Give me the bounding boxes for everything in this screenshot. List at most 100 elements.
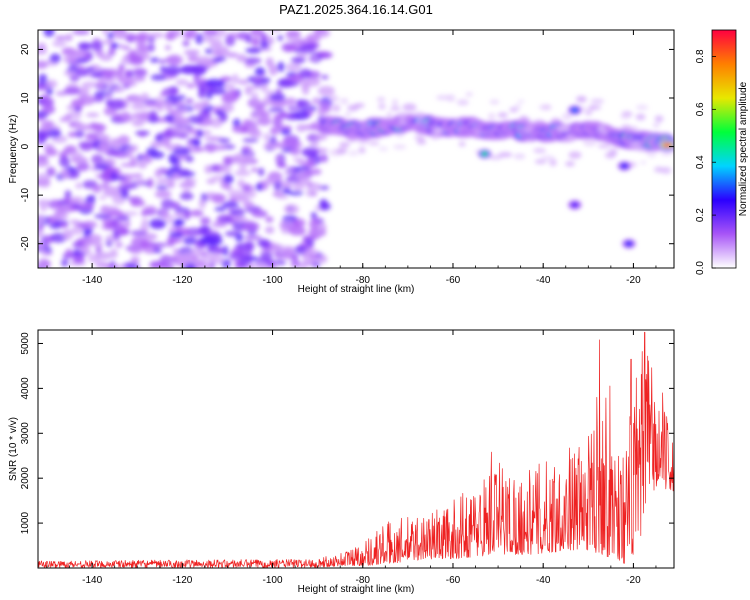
noise-cell [61, 47, 76, 56]
noise-cell [72, 241, 84, 248]
spectrogram-y-label: Frequency (Hz) [8, 115, 19, 184]
spectrogram-y-ticks: -20 -10 0 10 20 [20, 43, 674, 251]
halo-cell [640, 160, 647, 165]
noise-cell [138, 131, 146, 138]
halo-cell [534, 159, 547, 165]
noise-cell [250, 100, 264, 107]
snr-y-ticks: 1000 2000 3000 4000 5000 [20, 332, 674, 534]
noise-cell [49, 53, 61, 63]
halo-cell [397, 118, 408, 126]
noise-cell [212, 193, 226, 204]
noise-cell [154, 168, 163, 179]
noise-cell [172, 146, 191, 156]
noise-cell [58, 205, 76, 213]
noise-cell [158, 59, 167, 64]
x-tick-label: -60 [446, 275, 461, 286]
noise-cell [124, 221, 131, 227]
noise-cell [124, 69, 132, 78]
noise-cell [141, 218, 149, 225]
noise-cell [283, 170, 293, 175]
noise-cell [249, 111, 261, 120]
noise-cell [150, 74, 167, 81]
noise-cell [163, 65, 182, 76]
noise-cell [134, 178, 148, 186]
noise-cell [211, 50, 223, 57]
noise-cell [161, 198, 175, 210]
noise-cell [94, 164, 108, 170]
noise-cell [256, 116, 272, 126]
noise-cell [236, 248, 253, 258]
halo-cell [533, 147, 547, 154]
noise-cell [218, 138, 231, 144]
noise-cell [175, 78, 189, 86]
colorbar-tick-label: 0.0 [695, 261, 706, 275]
noise-cell [114, 216, 131, 221]
noise-cell [269, 243, 284, 251]
noise-cell [38, 49, 48, 55]
halo-cell [527, 135, 535, 143]
noise-cell [118, 63, 125, 72]
noise-cell [272, 116, 283, 128]
noise-cell [78, 202, 95, 211]
noise-cell [77, 42, 93, 49]
noise-cell [75, 182, 83, 189]
noise-cell [172, 248, 180, 254]
noise-cell [237, 79, 249, 85]
halo-cell [597, 125, 606, 133]
noise-cell [301, 84, 310, 95]
noise-cell [45, 79, 58, 89]
noise-cell [43, 30, 55, 37]
noise-cell [153, 247, 163, 254]
snr-series-line [38, 331, 674, 568]
y-tick-label: 2000 [20, 467, 31, 490]
noise-cell [246, 127, 261, 135]
noise-cell [87, 194, 96, 200]
noise-cell [168, 231, 184, 238]
noise-cell [54, 35, 68, 41]
halo-cell [415, 116, 425, 125]
noise-cell [129, 55, 145, 66]
noise-cell [204, 232, 223, 242]
halo-cell [514, 103, 521, 111]
noise-cell [63, 87, 81, 95]
noise-cell [242, 222, 260, 232]
noise-cell [93, 95, 104, 103]
halo-cell [465, 92, 473, 97]
noise-cell [276, 61, 285, 73]
noise-cell [162, 139, 171, 147]
noise-cell [259, 251, 273, 263]
noise-cell [107, 99, 126, 110]
y-tick-label: -20 [20, 236, 31, 251]
noise-cell [159, 92, 168, 97]
noise-cell [38, 173, 50, 182]
noise-cell [38, 133, 47, 144]
noise-cell [95, 251, 112, 261]
noise-cell [195, 260, 206, 267]
noise-cell [285, 76, 298, 81]
noise-cell [284, 45, 300, 51]
noise-cell [149, 110, 158, 120]
noise-cell [141, 52, 151, 60]
noise-cell [259, 77, 271, 83]
noise-cell [100, 159, 117, 166]
noise-cell [232, 73, 239, 84]
halo-cell [652, 123, 660, 128]
noise-cell [166, 236, 176, 248]
noise-cell [202, 30, 218, 37]
noise-cell [242, 137, 259, 143]
halo-cell [549, 158, 557, 167]
noise-cell [321, 74, 329, 80]
noise-cell [184, 227, 203, 237]
noise-cell [64, 190, 72, 199]
noise-cell [177, 94, 186, 100]
noise-cell [164, 114, 175, 122]
noise-cell [310, 211, 318, 220]
noise-cell [214, 109, 225, 116]
noise-cell [255, 262, 269, 268]
noise-cell [168, 153, 177, 164]
noise-cell [72, 49, 85, 56]
noise-cell [242, 200, 254, 209]
noise-cell [179, 192, 194, 201]
halo-cell [597, 143, 611, 149]
noise-cell [73, 257, 85, 264]
